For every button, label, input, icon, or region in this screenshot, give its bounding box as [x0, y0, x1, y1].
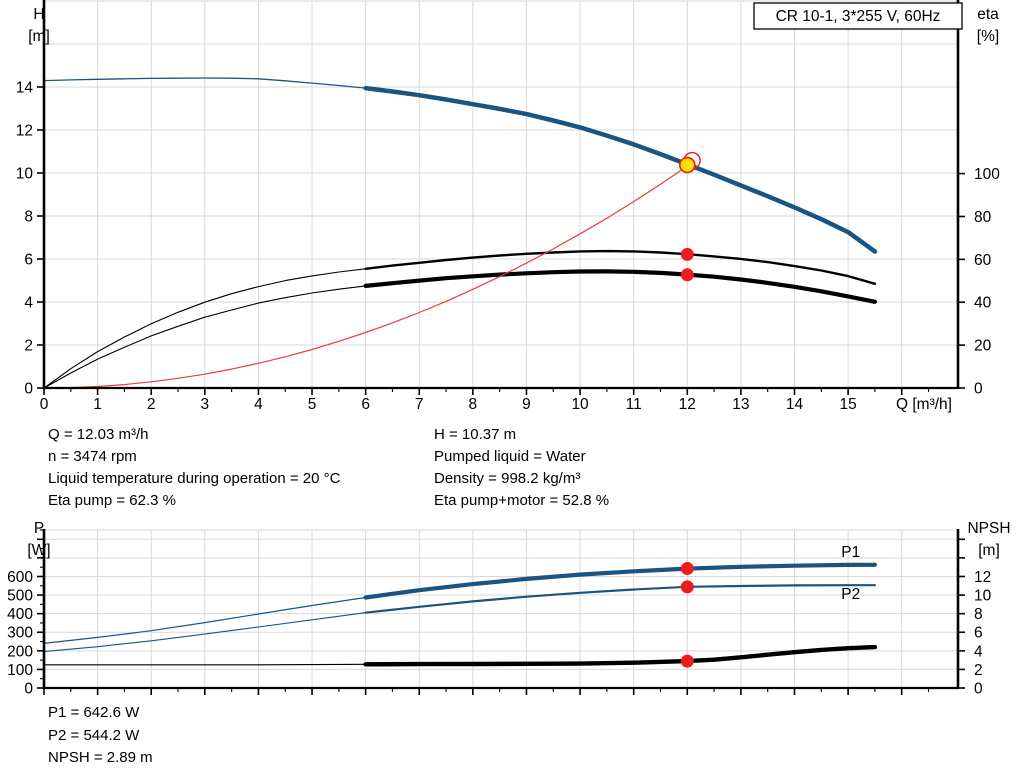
eta-pump-duty-dot	[680, 247, 694, 261]
eta-pump-curve	[364, 249, 877, 285]
tick-label: 6	[974, 625, 983, 642]
tick-label: 40	[974, 295, 992, 312]
p1-curve	[363, 562, 878, 600]
tick-label: 500	[7, 588, 33, 605]
tick-label: 7	[415, 396, 424, 413]
tick-label: 80	[974, 209, 992, 226]
p-axis-title: P	[34, 520, 44, 537]
h-axis-unit: [m]	[28, 28, 50, 45]
p1-curve-thin	[43, 596, 367, 644]
npsh-duty-dot	[680, 654, 694, 668]
info-line: H = 10.37 m	[434, 426, 517, 443]
tick-label: 8	[469, 396, 478, 413]
eta-pump-motor-curve	[363, 269, 878, 304]
tick-label: 2	[147, 396, 156, 413]
tick-label: 6	[361, 396, 370, 413]
qh-curve	[363, 85, 878, 254]
tick-label: 1	[93, 396, 102, 413]
info-line: P2 = 544.2 W	[48, 726, 140, 744]
power-info: P1 = 642.6 W P2 = 544.2 W NPSH = 2.89 m	[48, 702, 153, 770]
q-axis-title: Q [m³/h]	[896, 396, 952, 413]
p1-duty-dot	[680, 562, 694, 576]
tick-label: 15	[839, 396, 856, 413]
duty-point	[678, 156, 696, 174]
p2-label: P2	[841, 586, 860, 603]
head-efficiency-chart: 0 1 2 3 4 5 6 7 8 9 10 11 12 13 14 15024681012140204060…	[16, 0, 1000, 413]
npsh-axis-title: NPSH	[967, 520, 1010, 537]
tick-label: 2	[974, 662, 983, 679]
tick-label: 600	[7, 569, 33, 586]
tick-label: 10	[571, 396, 589, 413]
info-line: Liquid temperature during operation = 20…	[48, 470, 341, 487]
p1-label: P1	[841, 544, 860, 561]
title-box	[753, 2, 963, 30]
tick-label: 20	[974, 338, 992, 355]
system-curve	[43, 164, 690, 389]
tick-label: 0	[24, 681, 33, 698]
tick-label: 12	[16, 123, 33, 140]
tick-label: 12	[974, 569, 991, 586]
tick-label: 0	[24, 381, 33, 398]
p-axis-unit: [W]	[27, 542, 50, 559]
tick-label: 300	[7, 625, 33, 642]
tick-label: 400	[7, 606, 33, 623]
info-line: NPSH = 2.89 m	[48, 749, 153, 766]
npsh-curve-thin	[43, 663, 367, 666]
info-line: P1 = 642.6 W	[48, 704, 140, 721]
tick-label: 13	[732, 396, 749, 413]
eta-pump-curve-thin	[43, 268, 367, 389]
info-line: Q = 12.03 m³/h	[48, 426, 149, 443]
tick-label: 2	[24, 338, 33, 355]
tick-label: 8	[24, 209, 33, 226]
info-line: Eta pump+motor = 52.8 %	[434, 492, 610, 509]
tick-label: 9	[522, 396, 531, 413]
info-line: Density = 998.2 kg/m³	[434, 470, 581, 487]
tick-label: 8	[974, 606, 983, 623]
tick-label: 4	[974, 643, 983, 660]
info-line: n = 3474 rpm	[48, 448, 137, 465]
tick-label: 4	[24, 295, 33, 312]
info-line: Pumped liquid = Water	[434, 448, 586, 465]
duty-info-right: H = 10.37 m Pumped liquid = Water Density …	[434, 424, 609, 512]
duty-info-left: Q = 12.03 m³/h n = 3474 rpm Liquid tempera…	[48, 424, 340, 512]
eta-axis-title: eta	[977, 6, 999, 23]
tick-label: 100	[974, 166, 1000, 183]
info-line: Eta pump = 62.3 %	[48, 492, 176, 509]
qh-curve-thin	[43, 77, 367, 89]
tick-label: 5	[308, 396, 317, 413]
eta-axis-unit: [%]	[977, 28, 999, 45]
tick-label: 10	[974, 588, 992, 605]
p2-curve-thin	[43, 612, 367, 653]
tick-label: 4	[254, 396, 263, 413]
tick-label: 0	[974, 681, 983, 698]
tick-label: 10	[16, 166, 34, 183]
eta-pump-motor-duty-dot	[680, 268, 694, 282]
title-box-text: CR 10-1, 3*255 V, 60Hz	[776, 8, 941, 25]
tick-label: 100	[7, 662, 33, 679]
tick-label: 6	[24, 252, 33, 269]
tick-label: 200	[7, 643, 33, 660]
npsh-curve	[363, 644, 878, 667]
tick-label: 11	[626, 396, 642, 413]
p2-curve	[364, 584, 877, 614]
npsh-axis-unit: [m]	[978, 542, 1000, 559]
top-chart-plot: 0 1 2 3 4 5 6 7 8 9 10 11 12 13 14 15024681012140204060…	[16, 0, 1000, 413]
tick-label: 14	[16, 80, 34, 97]
tick-label: 0	[974, 381, 983, 398]
p2-duty-dot	[680, 580, 694, 594]
h-axis-title: H	[33, 6, 44, 23]
tick-label: 60	[974, 252, 992, 269]
tick-label: 0	[40, 396, 49, 413]
eta-pump-motor-curve-thin	[43, 285, 367, 389]
tick-label: 12	[679, 396, 696, 413]
tick-label: 14	[786, 396, 804, 413]
tick-label: 3	[201, 396, 210, 413]
